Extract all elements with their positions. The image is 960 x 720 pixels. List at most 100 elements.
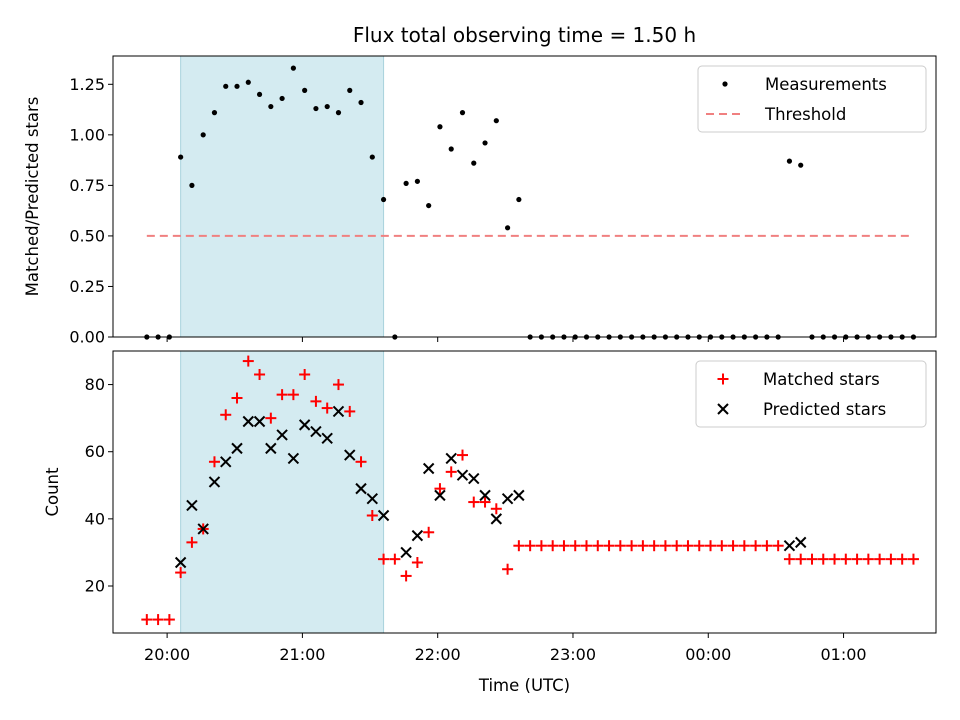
matched-star-point [716, 540, 728, 552]
measurement-point [335, 110, 342, 116]
ratio-y-axis-label: Matched/Predicted stars [23, 97, 42, 297]
count-axis-ticks: 20 40 60 80 20:00 21:00 22:00 23:00 00:00 01:00 [85, 375, 867, 664]
y-tick-label: 0.50 [69, 226, 105, 245]
chart-title: Flux total observing time = 1.50 h [353, 23, 696, 47]
matched-star-point [208, 456, 220, 468]
matched-star-point [445, 466, 457, 478]
measurement-point [256, 91, 263, 98]
matched-star-point [434, 483, 446, 495]
measurement-point [426, 202, 432, 209]
predicted-star-point [287, 452, 300, 465]
predicted-star-point [321, 432, 333, 444]
matched-star-point [761, 540, 773, 552]
measurement-point [504, 225, 511, 231]
measurement-point [347, 87, 353, 93]
matched-star-point [727, 540, 739, 552]
predicted-star-point [377, 509, 390, 522]
predicted-star-point [186, 499, 198, 512]
predicted-star-point [479, 489, 491, 502]
matched-star-point [738, 540, 750, 552]
count-marks [141, 355, 919, 626]
matched-star-point [411, 557, 423, 568]
count-plot-frame [112, 350, 937, 634]
y-tick-label: 1.25 [69, 75, 105, 94]
predicted-star-point [795, 536, 807, 549]
matched-star-point [648, 540, 660, 552]
matched-star-point [299, 369, 311, 380]
predicted-star-point [501, 493, 514, 505]
measurement-point [279, 95, 285, 102]
matched-star-point [321, 402, 333, 414]
matched-star-point [705, 540, 717, 552]
matched-star-point [366, 510, 378, 521]
matched-star-point [423, 526, 435, 538]
measurement-point [178, 154, 184, 160]
predicted-star-point [422, 462, 435, 475]
matched-star-point [456, 449, 468, 461]
matched-star-point [287, 389, 299, 401]
matched-star-point [175, 567, 187, 579]
measurement-point [211, 110, 218, 116]
matched-star-point [400, 570, 412, 582]
matched-star-point [220, 409, 232, 421]
predicted-star-point [400, 546, 412, 559]
matched-star-point [152, 614, 164, 626]
predicted-star-point [490, 513, 503, 525]
measurement-point [448, 146, 454, 152]
measurement-point [380, 196, 387, 203]
matched-star-point [344, 405, 356, 417]
predicted-star-point [332, 405, 345, 418]
predicted-star-point [366, 493, 379, 505]
matched-star-point [671, 540, 683, 552]
observing-window-span-top [180, 55, 385, 338]
measurement-point [268, 103, 274, 110]
measurement-point [403, 180, 409, 186]
matched-star-point [772, 540, 784, 552]
measurement-point [369, 154, 375, 160]
matched-star-point [693, 540, 705, 552]
matched-star-point [603, 540, 615, 552]
matched-star-point [885, 553, 897, 565]
x-tick-label: 20:00 [144, 645, 190, 664]
predicted-star-point [208, 476, 221, 488]
matched-star-point [626, 540, 638, 552]
matched-star-point [479, 496, 491, 508]
y-tick-label: 40 [85, 509, 105, 528]
matched-star-point [558, 540, 570, 552]
predicted-star-point [231, 442, 243, 455]
matched-star-point [682, 540, 694, 552]
y-tick-label: 0.00 [69, 328, 105, 347]
matched-star-point [806, 553, 818, 565]
matched-star-point [502, 563, 514, 575]
measurement-point [189, 182, 195, 188]
matched-star-point [817, 553, 829, 565]
predicted-star-point [197, 523, 209, 535]
matched-star-point [389, 553, 401, 565]
x-tick-label: 21:00 [279, 645, 325, 664]
y-tick-label: 1.00 [69, 125, 105, 144]
matched-star-point [355, 456, 367, 468]
matched-star-point [547, 540, 559, 552]
x-tick-label: 23:00 [550, 645, 596, 664]
predicted-star-point [456, 469, 469, 481]
predicted-star-point [310, 425, 322, 438]
measurement-point [798, 162, 804, 168]
predicted-star-point [265, 442, 277, 455]
matched-star-point [614, 540, 626, 552]
matched-star-point [141, 614, 153, 626]
matched-star-point [254, 369, 266, 380]
predicted-star-point [513, 489, 525, 502]
y-tick-label: 60 [85, 442, 105, 461]
time-x-axis-label: Time (UTC) [478, 676, 570, 695]
matched-star-point [231, 392, 243, 404]
measurement-point [290, 65, 296, 71]
matched-star-point [265, 412, 277, 424]
measurement-point [324, 103, 330, 110]
predicted-star-point [783, 540, 796, 552]
predicted-star-point [355, 482, 367, 495]
matched-star-point [851, 553, 863, 565]
matched-star-point [795, 553, 807, 565]
matched-star-point [163, 614, 175, 626]
predicted-star-point [445, 452, 457, 465]
predicted-star-point [344, 449, 356, 461]
